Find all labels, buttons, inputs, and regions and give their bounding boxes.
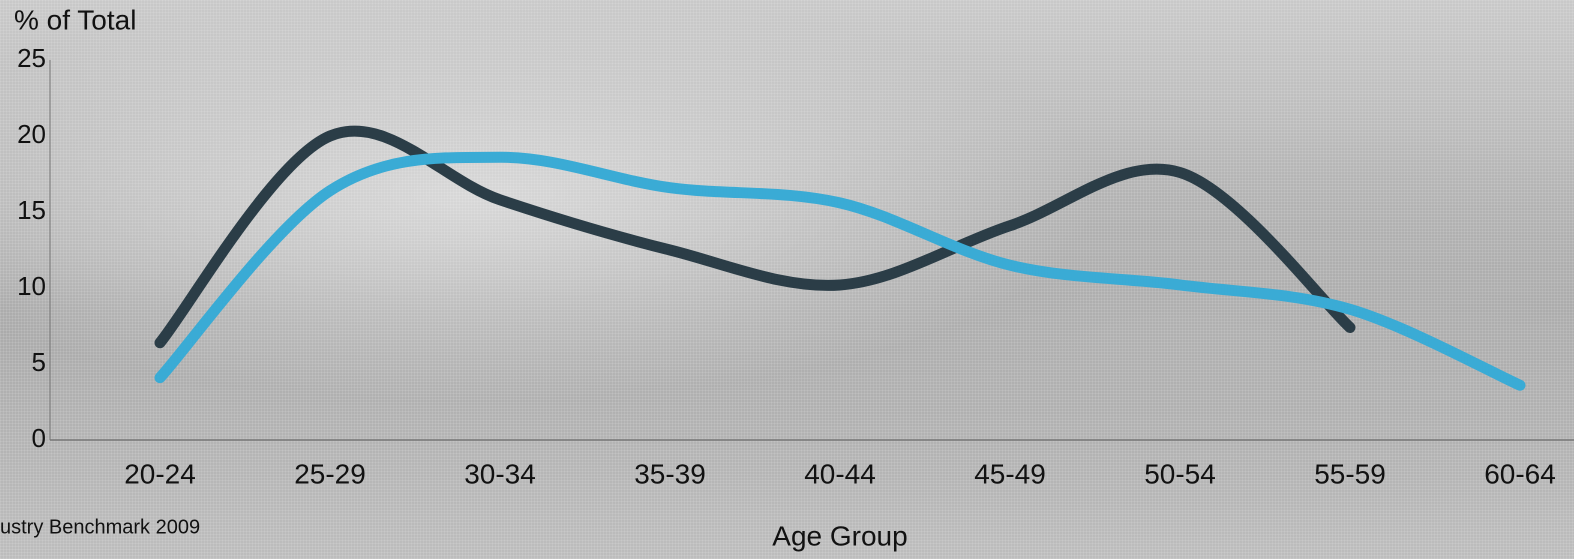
chart: % of Total Age Group ustry Benchmark 200…: [0, 0, 1574, 559]
x-tick-label: 45-49: [974, 458, 1046, 489]
y-tick-label: 20: [17, 119, 46, 149]
y-tick-label: 10: [17, 271, 46, 301]
x-tick-label: 35-39: [634, 458, 706, 489]
y-tick-label: 0: [32, 423, 46, 453]
x-tick-label: 40-44: [804, 458, 876, 489]
y-tick-label: 25: [17, 43, 46, 73]
x-tick-label: 20-24: [124, 458, 196, 489]
y-tick-label: 15: [17, 195, 46, 225]
source-note: ustry Benchmark 2009: [0, 516, 200, 538]
series-line: [160, 131, 1350, 343]
background: % of Total Age Group ustry Benchmark 200…: [0, 0, 1574, 559]
x-tick-label: 50-54: [1144, 458, 1216, 489]
x-axis-title: Age Group: [772, 520, 907, 551]
series-line: [160, 157, 1520, 385]
x-tick-label: 55-59: [1314, 458, 1386, 489]
x-tick-label: 25-29: [294, 458, 366, 489]
x-tick-label: 60-64: [1484, 458, 1556, 489]
y-tick-label: 5: [32, 347, 46, 377]
x-tick-label: 30-34: [464, 458, 536, 489]
y-axis-title: % of Total: [14, 4, 136, 35]
